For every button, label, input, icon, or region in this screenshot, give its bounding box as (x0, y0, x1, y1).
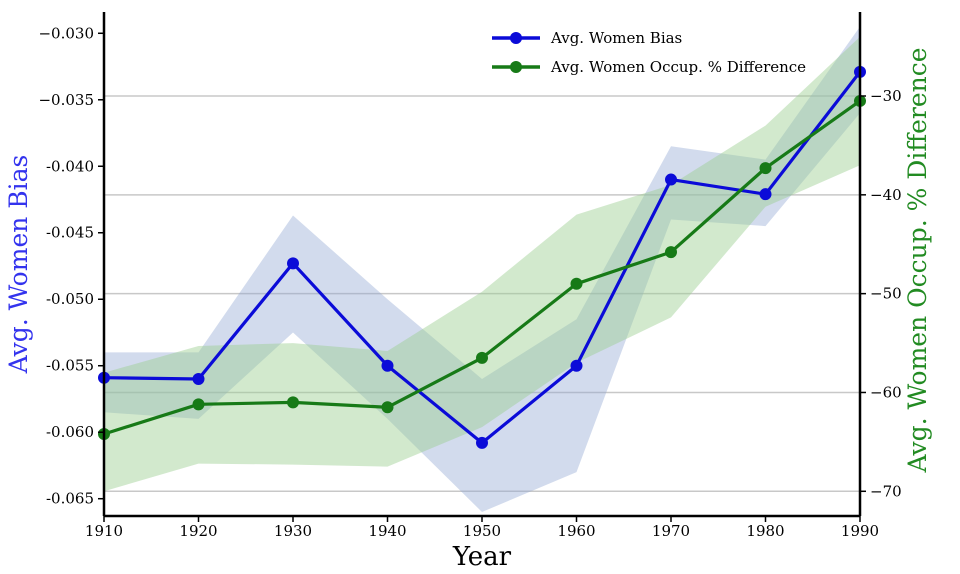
right-y-tick-label: −70 (870, 482, 902, 500)
x-axis-title: Year (452, 542, 512, 572)
right-y-tick-label: −40 (870, 186, 902, 204)
x-axis-ticks: 1910 1920 1930 1940 1950 1960 1970 1980 1990 (85, 516, 879, 540)
x-tick-label: 1920 (179, 522, 217, 540)
legend-occupation-swatch-marker (510, 61, 522, 73)
x-tick-label: 1910 (85, 522, 123, 540)
occupation-data-point (476, 351, 488, 364)
left-y-tick-label: −0.035 (38, 91, 94, 109)
x-tick-label: 1960 (557, 522, 595, 540)
x-tick-label: 1950 (463, 522, 501, 540)
bias-data-point (665, 173, 677, 186)
left-y-tick-label: −0.030 (38, 24, 94, 42)
occupation-data-point (192, 398, 205, 411)
left-y-tick-label: -0.065 (46, 490, 94, 508)
bias-confidence-band (104, 26, 860, 512)
occupation-confidence-band (104, 36, 860, 492)
occupation-data-point (759, 162, 772, 175)
legend-occupation-label: Avg. Women Occup. % Difference (550, 58, 806, 76)
right-y-axis-ticks: −30 −40 −50 −60 −70 (860, 87, 902, 500)
left-y-tick-label: -0.050 (46, 290, 94, 308)
bias-data-point (759, 188, 772, 201)
occupation-data-point (570, 277, 583, 290)
x-tick-label: 1970 (652, 522, 690, 540)
right-y-tick-label: −50 (870, 285, 902, 303)
left-y-axis-title: Avg. Women Bias (4, 155, 33, 375)
bias-data-point (570, 359, 583, 372)
occupation-data-point (287, 396, 299, 409)
occupation-data-point (665, 246, 677, 259)
bias-data-point (287, 257, 299, 270)
left-y-tick-label: -0.040 (46, 157, 94, 175)
bias-data-point (476, 436, 488, 449)
confidence-bands (104, 26, 860, 512)
legend: Avg. Women Bias Avg. Women Occup. % Diff… (492, 29, 806, 76)
right-y-tick-label: −60 (870, 383, 902, 401)
left-y-tick-label: -0.055 (46, 357, 94, 375)
occupation-data-point (381, 401, 394, 414)
bias-data-point (192, 373, 205, 386)
right-y-tick-label: −30 (870, 87, 902, 105)
bias-data-point (381, 359, 394, 372)
right-y-axis-title: Avg. Women Occup. % Difference (903, 47, 932, 473)
legend-bias-swatch-marker (510, 32, 522, 44)
x-tick-label: 1940 (368, 522, 406, 540)
left-y-tick-label: -0.045 (46, 224, 94, 242)
x-tick-label: 1980 (746, 522, 784, 540)
x-tick-label: 1930 (274, 522, 312, 540)
x-tick-label: 1990 (841, 522, 879, 540)
left-y-axis-ticks: −0.030 −0.035 -0.040 -0.045 -0.050 -0.055 -0.0… (38, 24, 104, 508)
left-y-tick-label: -0.060 (46, 423, 94, 441)
legend-bias-label: Avg. Women Bias (550, 29, 682, 47)
